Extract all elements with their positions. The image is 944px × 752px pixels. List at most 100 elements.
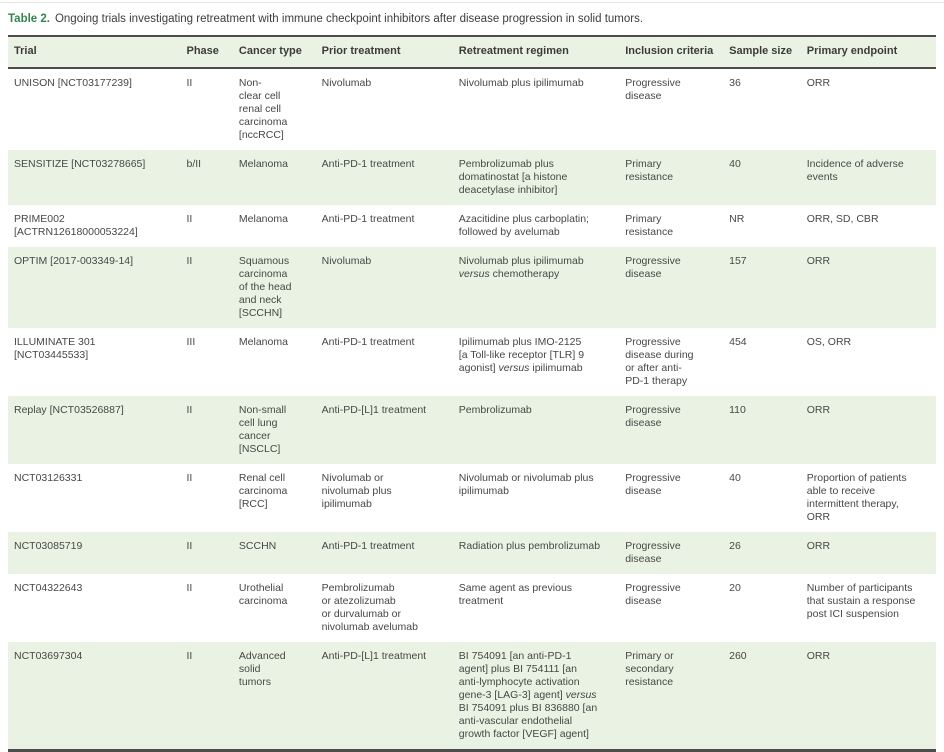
cell-retreatment-regimen: Same agent as previous treatment [458, 582, 573, 607]
col-header-phase: Phase [186, 45, 219, 57]
table-row: NCT03126331 II Renal cell carcinoma [RCC… [8, 464, 936, 532]
cell-cancer-type: Squamous carcinoma of the head and neck … [238, 255, 292, 319]
cell-phase: II [186, 404, 193, 416]
header-row: Trial Phase Cancer type Prior treatment … [8, 36, 936, 68]
cell-phase: III [186, 336, 196, 348]
cell-retreatment-regimen: Nivolumab plus ipilimumab versus chemoth… [458, 255, 584, 280]
table-row: PRIME002 [ACTRN12618000053224] II Melano… [8, 205, 936, 247]
cell-trial: ILLUMINATE 301 [NCT03445533] [14, 336, 96, 361]
cell-sample-size: 157 [729, 255, 747, 267]
cell-cancer-type: Non-small cell lung cancer [NSCLC] [238, 404, 287, 455]
cell-prior-treatment: Nivolumab [321, 77, 372, 89]
cell-inclusion-criteria: Progressive disease [625, 472, 681, 497]
cell-sample-size: 40 [729, 472, 741, 484]
cell-trial: NCT04322643 [14, 582, 83, 594]
cell-prior-treatment: Anti-PD-[L]1 treatment [321, 404, 427, 416]
col-header-sample-size: Sample size [729, 45, 793, 57]
cell-cancer-type: Non- clear cell renal cell carcinoma [nc… [238, 77, 288, 141]
table-row: ILLUMINATE 301 [NCT03445533] III Melanom… [8, 328, 936, 396]
cell-cancer-type: Renal cell carcinoma [RCC] [238, 472, 288, 510]
cell-trial: SENSITIZE [NCT03278665] [14, 158, 146, 170]
table-row: NCT03085719 II SCCHN Anti-PD-1 treatment… [8, 532, 936, 574]
cell-sample-size: 26 [729, 540, 741, 552]
cell-inclusion-criteria: Progressive disease during or after anti… [625, 336, 694, 387]
cell-primary-endpoint: OS, ORR [806, 336, 852, 348]
cell-trial: UNISON [NCT03177239] [14, 77, 132, 89]
cell-primary-endpoint: ORR [806, 404, 831, 416]
cell-cancer-type: Melanoma [238, 158, 288, 170]
col-header-inclusion-criteria: Inclusion criteria [625, 45, 714, 57]
cell-phase: II [186, 77, 193, 89]
cell-primary-endpoint: Proportion of patients able to receive i… [806, 472, 907, 523]
cell-inclusion-criteria: Progressive disease [625, 255, 681, 280]
cell-inclusion-criteria: Progressive disease [625, 540, 681, 565]
table-row: UNISON [NCT03177239] II Non- clear cell … [8, 68, 936, 150]
cell-retreatment-regimen: Radiation plus pembrolizumab [458, 540, 601, 552]
table-caption-text: Ongoing trials investigating retreatment… [54, 13, 644, 25]
col-header-prior-treatment: Prior treatment [321, 45, 401, 57]
cell-cancer-type: Melanoma [238, 336, 288, 348]
cell-inclusion-criteria: Progressive disease [625, 582, 681, 607]
cell-trial: OPTIM [2017-003349-14] [14, 255, 134, 267]
cell-cancer-type: SCCHN [238, 540, 277, 552]
cell-prior-treatment: Anti-PD-1 treatment [321, 213, 415, 225]
table-row: NCT04322643 II Urothelial carcinoma Pemb… [8, 574, 936, 642]
table-row: NCT03697304 II Advanced solid tumors Ant… [8, 642, 936, 751]
col-header-primary-endpoint: Primary endpoint [806, 45, 898, 57]
cell-inclusion-criteria: Primary resistance [625, 213, 674, 238]
cell-retreatment-regimen: Nivolumab plus ipilimumab [458, 77, 584, 89]
cell-prior-treatment: Anti-PD-[L]1 treatment [321, 650, 427, 662]
table-row: Replay [NCT03526887] II Non-small cell l… [8, 396, 936, 464]
cell-trial: NCT03085719 [14, 540, 83, 552]
table-body: UNISON [NCT03177239] II Non- clear cell … [8, 68, 936, 751]
cell-primary-endpoint: Number of participants that sustain a re… [806, 582, 916, 620]
cell-sample-size: 110 [729, 404, 746, 416]
cell-sample-size: 36 [729, 77, 741, 89]
table-header: Trial Phase Cancer type Prior treatment … [8, 36, 936, 68]
cell-cancer-type: Urothelial carcinoma [238, 582, 288, 607]
cell-primary-endpoint: ORR [806, 650, 831, 662]
cell-retreatment-regimen: Ipilimumab plus IMO-2125 [a Toll-like re… [458, 336, 585, 374]
col-header-retreatment-regimen: Retreatment regimen [458, 45, 569, 57]
cell-retreatment-regimen: Nivolumab or nivolumab plus ipilimumab [458, 472, 594, 497]
cell-primary-endpoint: Incidence of adverse events [806, 158, 904, 183]
table-row: OPTIM [2017-003349-14] II Squamous carci… [8, 247, 936, 328]
cell-prior-treatment: Anti-PD-1 treatment [321, 336, 415, 348]
table-row: SENSITIZE [NCT03278665] b/II Melanoma An… [8, 150, 936, 205]
cell-prior-treatment: Nivolumab [321, 255, 372, 267]
cell-sample-size: 260 [729, 650, 747, 662]
trials-table: Trial Phase Cancer type Prior treatment … [8, 35, 936, 752]
cell-retreatment-regimen: Azacitidine plus carboplatin; followed b… [458, 213, 589, 238]
cell-primary-endpoint: ORR, SD, CBR [806, 213, 879, 225]
cell-inclusion-criteria: Progressive disease [625, 77, 681, 102]
cell-prior-treatment: Nivolumab or nivolumab plus ipilimumab [321, 472, 392, 510]
cell-prior-treatment: Pembrolizumab or atezolizumab or durvalu… [321, 582, 418, 633]
cell-retreatment-regimen: Pembrolizumab [458, 404, 532, 416]
cell-trial: NCT03697304 [14, 650, 83, 662]
cell-retreatment-regimen: BI 754091 [an anti-PD-1 agent] plus BI 7… [458, 650, 598, 740]
cell-phase: b/II [186, 158, 202, 170]
page-top-divider [0, 2, 944, 3]
cell-phase: II [186, 213, 193, 225]
cell-inclusion-criteria: Primary or secondary resistance [625, 650, 674, 688]
cell-trial: NCT03126331 [14, 472, 83, 484]
cell-phase: II [186, 540, 193, 552]
cell-cancer-type: Advanced solid tumors [238, 650, 286, 688]
cell-primary-endpoint: ORR [806, 255, 831, 267]
col-header-trial: Trial [14, 45, 37, 57]
cell-phase: II [186, 650, 193, 662]
table-label: Table 2. [8, 13, 50, 25]
cell-phase: II [186, 255, 193, 267]
cell-sample-size: 40 [729, 158, 741, 170]
cell-phase: II [186, 472, 193, 484]
cell-prior-treatment: Anti-PD-1 treatment [321, 540, 415, 552]
cell-sample-size: 20 [729, 582, 741, 594]
table-caption: Table 2. Ongoing trials investigating ret… [8, 12, 934, 26]
cell-primary-endpoint: ORR [806, 540, 831, 552]
col-header-cancer-type: Cancer type [238, 45, 302, 57]
cell-inclusion-criteria: Primary resistance [625, 158, 674, 183]
cell-phase: II [186, 582, 193, 594]
cell-sample-size: NR [729, 213, 745, 225]
cell-inclusion-criteria: Progressive disease [625, 404, 681, 429]
cell-trial: PRIME002 [ACTRN12618000053224] [14, 213, 138, 238]
